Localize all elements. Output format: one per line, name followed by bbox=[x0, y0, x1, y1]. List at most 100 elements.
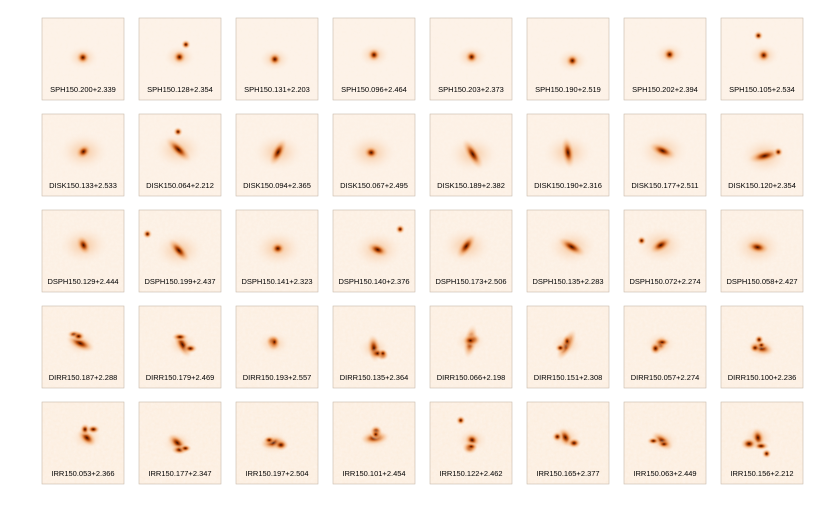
clump bbox=[551, 431, 564, 443]
panel-border bbox=[332, 113, 416, 197]
panel: IRR150.053+2.366 bbox=[41, 401, 125, 485]
panel: IRR150.063+2.449 bbox=[623, 401, 707, 485]
panel: SPH150.096+2.464 bbox=[332, 17, 416, 101]
panel-label: DISK150.067+2.495 bbox=[340, 181, 408, 190]
image bbox=[430, 18, 512, 100]
panel: DISK150.067+2.495 bbox=[332, 113, 416, 197]
panel-label: SPH150.128+2.354 bbox=[147, 85, 213, 94]
panel: DISK150.190+2.316 bbox=[526, 113, 610, 197]
image bbox=[430, 402, 512, 484]
image bbox=[721, 114, 803, 196]
panel-label: DSPH150.135+2.283 bbox=[532, 277, 603, 286]
panel-border bbox=[429, 17, 513, 101]
panel: DISK150.189+2.382 bbox=[429, 113, 513, 197]
panel-label: DSPH150.072+2.274 bbox=[629, 277, 700, 286]
panel: IRR150.101+2.454 bbox=[332, 401, 416, 485]
image bbox=[42, 402, 124, 484]
galaxy bbox=[75, 235, 92, 256]
panel: DIRR150.100+2.236 bbox=[720, 305, 804, 389]
image bbox=[236, 306, 318, 388]
galaxy bbox=[268, 138, 288, 167]
panel-label: IRR150.122+2.462 bbox=[439, 469, 502, 478]
image bbox=[42, 210, 124, 292]
image bbox=[333, 402, 415, 484]
panel: DISK150.177+2.511 bbox=[623, 113, 707, 197]
clump bbox=[263, 435, 276, 445]
panel: DIRR150.066+2.198 bbox=[429, 305, 513, 389]
companion bbox=[455, 415, 466, 426]
galaxy bbox=[75, 143, 92, 160]
clump bbox=[182, 343, 198, 354]
image bbox=[139, 18, 221, 100]
panel-border bbox=[720, 209, 804, 293]
panel: IRR150.156+2.212 bbox=[720, 401, 804, 485]
panel-label: DIRR150.135+2.364 bbox=[340, 373, 409, 382]
panel-border bbox=[526, 401, 610, 485]
galaxy bbox=[455, 233, 477, 260]
image bbox=[430, 306, 512, 388]
image bbox=[721, 306, 803, 388]
clump bbox=[178, 444, 192, 453]
panel-label: DSPH150.199+2.437 bbox=[144, 277, 215, 286]
clump bbox=[461, 334, 479, 347]
panel-label: SPH150.202+2.394 bbox=[632, 85, 698, 94]
panel-label: DSPH150.129+2.444 bbox=[47, 277, 118, 286]
panel: SPH150.128+2.354 bbox=[138, 17, 222, 101]
panel-label: IRR150.197+2.504 bbox=[245, 469, 308, 478]
image bbox=[42, 114, 124, 196]
panel-border bbox=[41, 113, 125, 197]
galaxy bbox=[662, 47, 677, 62]
galaxy bbox=[75, 50, 90, 65]
clump bbox=[562, 334, 573, 349]
panel-label: DIRR150.057+2.274 bbox=[631, 373, 700, 382]
image bbox=[527, 306, 609, 388]
clump bbox=[268, 335, 280, 349]
image bbox=[139, 114, 221, 196]
panel: DIRR150.057+2.274 bbox=[623, 305, 707, 389]
panel-border bbox=[41, 401, 125, 485]
panel-border bbox=[138, 17, 222, 101]
galaxy bbox=[745, 239, 770, 255]
clump bbox=[272, 438, 290, 452]
panel: DSPH150.199+2.437 bbox=[138, 209, 222, 293]
panel-border bbox=[138, 401, 222, 485]
panel-label: DIRR150.100+2.236 bbox=[728, 373, 797, 382]
panel-label: DIRR150.187+2.288 bbox=[49, 373, 118, 382]
panel-label: DISK150.094+2.365 bbox=[243, 181, 311, 190]
panel: SPH150.105+2.534 bbox=[720, 17, 804, 101]
galaxy bbox=[363, 145, 380, 160]
panel-border bbox=[429, 209, 513, 293]
panel-border bbox=[526, 209, 610, 293]
image bbox=[430, 114, 512, 196]
galaxy bbox=[464, 49, 479, 64]
panel-border bbox=[332, 17, 416, 101]
panel: IRR150.177+2.347 bbox=[138, 401, 222, 485]
panel: DIRR150.193+2.557 bbox=[235, 305, 319, 389]
image bbox=[527, 114, 609, 196]
panel-label: IRR150.101+2.454 bbox=[342, 469, 405, 478]
panel-label: DSPH150.173+2.506 bbox=[435, 277, 506, 286]
image bbox=[333, 114, 415, 196]
panel: DISK150.133+2.533 bbox=[41, 113, 125, 197]
panel-label: IRR150.165+2.377 bbox=[536, 469, 599, 478]
panel-border bbox=[41, 209, 125, 293]
clump bbox=[740, 437, 759, 451]
panel-border bbox=[623, 401, 707, 485]
panel: DIRR150.179+2.469 bbox=[138, 305, 222, 389]
companion bbox=[636, 235, 647, 246]
panel-label: SPH150.105+2.534 bbox=[729, 85, 795, 94]
panel: IRR150.122+2.462 bbox=[429, 401, 513, 485]
panel: DISK150.094+2.365 bbox=[235, 113, 319, 197]
panel-border bbox=[526, 305, 610, 389]
image bbox=[527, 210, 609, 292]
panel: SPH150.200+2.339 bbox=[41, 17, 125, 101]
panel: SPH150.202+2.394 bbox=[623, 17, 707, 101]
image bbox=[42, 18, 124, 100]
panel-border bbox=[720, 305, 804, 389]
galaxy bbox=[648, 142, 677, 160]
panel: DSPH150.140+2.376 bbox=[332, 209, 416, 293]
panel: DIRR150.151+2.308 bbox=[526, 305, 610, 389]
panel: IRR150.165+2.377 bbox=[526, 401, 610, 485]
panel-border bbox=[41, 305, 125, 389]
